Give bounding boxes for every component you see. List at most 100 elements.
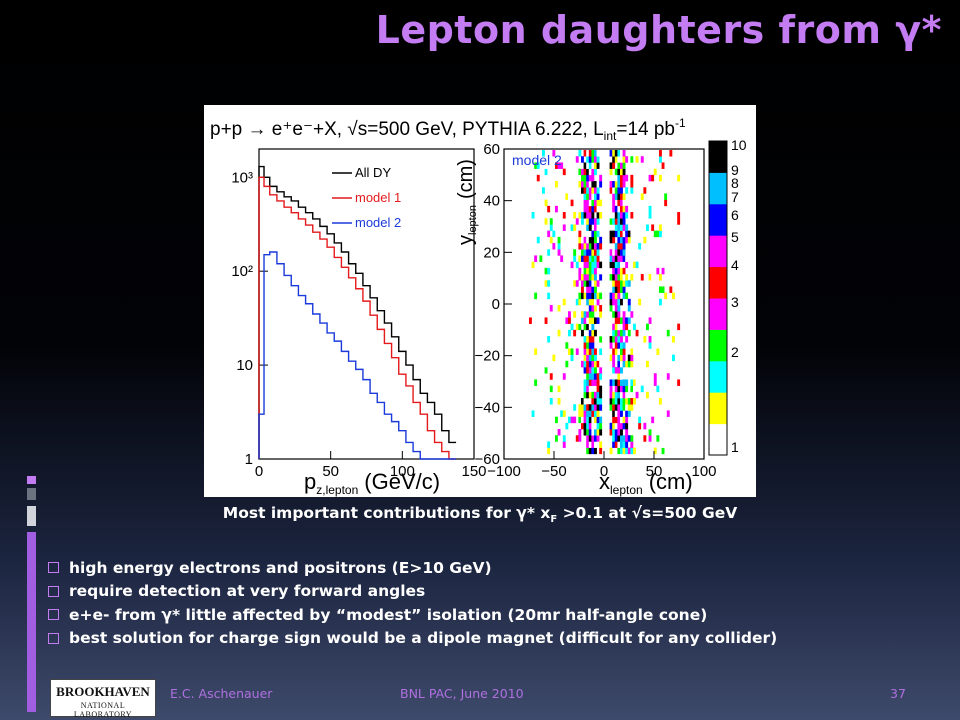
heatmap-cell (552, 354, 556, 362)
heatmap-cell (617, 379, 621, 386)
heatmap-cell (578, 205, 582, 213)
heatmap-cell (599, 292, 603, 300)
heatmap-cell (594, 367, 597, 374)
heatmap-cell (622, 212, 626, 219)
heatmap-cell (591, 323, 595, 331)
heatmap-cell (612, 441, 616, 448)
heatmap-cell (617, 236, 621, 244)
heatmap-cell (599, 422, 603, 430)
heatmap-cell (625, 379, 629, 386)
heatmap-cell (588, 435, 592, 442)
heatmap-cell (583, 174, 587, 182)
heatmap-cell (617, 323, 621, 331)
heatmap-cell (575, 373, 579, 380)
heatmap-cell (643, 236, 647, 244)
heatmap-cell (583, 398, 587, 405)
color-scale-label: 8 (731, 175, 739, 191)
heatmap-cell (599, 329, 603, 337)
heatmap-cell (614, 280, 618, 287)
heatmap-cell (578, 212, 582, 219)
heatmap-cell (591, 218, 595, 225)
figure-header-sub: int (604, 129, 617, 143)
heatmap-cell (557, 236, 561, 244)
heatmap-cell (583, 404, 587, 411)
heatmap-cell (594, 379, 597, 386)
heatmap-cell (591, 435, 595, 442)
heatmap-cell (594, 156, 597, 163)
heatmap-cell (614, 255, 618, 262)
heatmap-cell (549, 168, 553, 176)
series-line (258, 251, 457, 460)
heatmap-cell (581, 212, 584, 219)
heatmap-cell (534, 162, 538, 169)
heatmap-cell (583, 267, 587, 275)
heatmap-cell (586, 348, 590, 355)
heatmap-cell (557, 398, 561, 405)
heatmap-cell (614, 429, 618, 436)
heatmap-cell (617, 429, 621, 436)
heatmap-cell (544, 385, 548, 393)
heatmap-cell (617, 373, 621, 380)
heatmap-cell (661, 447, 665, 455)
heatmap-cell (575, 348, 579, 355)
heatmap-cell (588, 199, 592, 207)
heatmap-cell (677, 360, 681, 368)
heatmap-cell (586, 391, 590, 399)
heatmap-cell (565, 360, 569, 368)
heatmap-cell (586, 311, 590, 318)
heatmap-cell (583, 236, 587, 244)
heatmap-cell (635, 261, 639, 269)
heatmap-cell (583, 441, 587, 448)
heatmap-cell (609, 422, 613, 430)
heatmap-cell (583, 410, 587, 417)
heatmap-cell (612, 404, 616, 411)
heatmap-cell (614, 267, 618, 275)
heatmap-cell (591, 441, 595, 448)
heatmap-cell (578, 404, 582, 411)
heatmap-cell (617, 311, 621, 318)
heatmap-cell (547, 292, 551, 300)
heatmap-cell (594, 280, 597, 287)
heatmap-cell (594, 391, 597, 399)
heatmap-cell (544, 218, 548, 225)
heatmap-cell (583, 342, 587, 349)
heatmap-cell (599, 360, 603, 368)
heatmap-cell (599, 441, 603, 448)
heatmap-cell (622, 391, 626, 399)
heatmap-cell (622, 267, 626, 275)
heatmap-cell (583, 348, 587, 355)
heatmap-cell (581, 286, 584, 293)
heatmap-cell (599, 261, 603, 269)
heatmap-cell (534, 348, 538, 355)
heatmap-cell (591, 286, 595, 293)
heatmap-cell (617, 261, 621, 269)
heatmap-cell (575, 354, 579, 362)
heatmap-cell (547, 249, 551, 256)
heatmap-cell (620, 391, 623, 399)
heatmap-cell (599, 305, 603, 312)
heatmap-cell (586, 261, 590, 269)
heatmap-cell (612, 255, 616, 262)
heatmap-cell (622, 385, 626, 393)
heatmap-cell (653, 379, 657, 386)
heatmap-cell (617, 298, 621, 306)
heatmap-cell (581, 311, 584, 318)
heatmap-cell (591, 230, 595, 238)
heatmap-cell (596, 187, 600, 194)
heatmap-cell (581, 274, 584, 281)
heatmap-cell (617, 385, 621, 393)
bullet-item: require detection at very forward angles (48, 580, 777, 604)
heatmap-cell (594, 429, 597, 436)
heatmap-cell (586, 205, 590, 213)
heatmap-cell (555, 162, 558, 169)
color-scale-label: 1 (731, 439, 739, 455)
heatmap-cell (625, 447, 629, 455)
heatmap-cell (609, 447, 613, 455)
heatmap-cell (625, 429, 629, 436)
heatmap-cell (614, 404, 618, 411)
heatmap-cell (614, 187, 618, 194)
heatmap-cell (578, 435, 582, 442)
heatmap-cell (591, 236, 595, 244)
heatmap-cell (627, 305, 631, 312)
heatmap-cell (596, 150, 600, 157)
